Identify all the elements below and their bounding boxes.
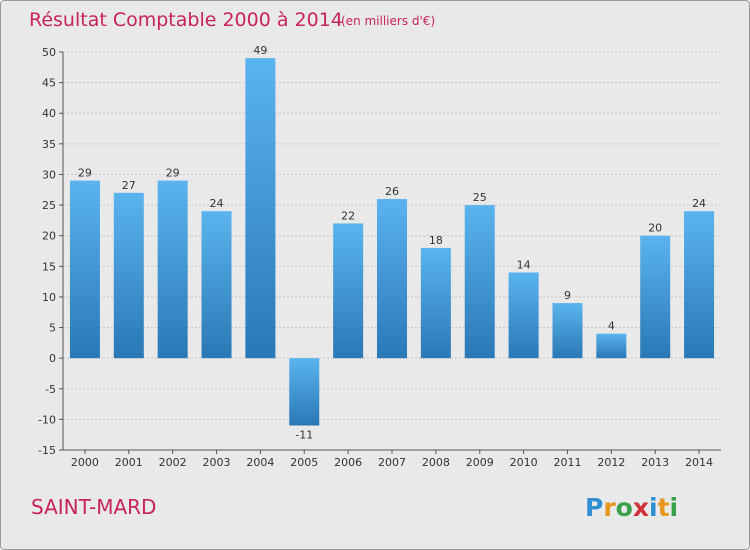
data-label: 9 xyxy=(564,289,571,302)
x-tick-label: 2013 xyxy=(641,456,669,469)
data-label: 24 xyxy=(210,197,224,210)
x-tick-label: 2007 xyxy=(378,456,406,469)
x-tick-label: 2002 xyxy=(159,456,187,469)
x-tick-label: 2010 xyxy=(510,456,538,469)
x-axis: 2000 2001 2002 2003 2004 2005 2006 2007 2008 2009… xyxy=(63,449,721,469)
data-label: 18 xyxy=(429,234,443,247)
chart-title: Résultat Comptable 2000 à 2014 xyxy=(29,9,343,31)
bar-2008 xyxy=(420,247,451,359)
x-tick-label: 2012 xyxy=(597,456,625,469)
x-tick-label: 2004 xyxy=(246,456,274,469)
data-label: 25 xyxy=(473,191,487,204)
y-tick-label: -15 xyxy=(38,444,56,457)
y-tick-label: 30 xyxy=(42,168,56,181)
y-tick-label: 0 xyxy=(49,352,56,365)
bar-2006 xyxy=(333,223,364,359)
y-tick-label: 20 xyxy=(42,230,56,243)
data-labels: 29 27 29 24 49 -11 22 26 18 25 14 9 4 20 24 xyxy=(78,44,706,441)
bar-2014 xyxy=(684,211,715,359)
x-tick-label: 2011 xyxy=(553,456,581,469)
x-tick-label: 2003 xyxy=(203,456,231,469)
x-tick-label: 2000 xyxy=(71,456,99,469)
bar-2000 xyxy=(69,180,100,359)
x-tick-label: 2001 xyxy=(115,456,143,469)
y-tick-label: 45 xyxy=(42,77,56,90)
bar-2010 xyxy=(508,272,539,359)
x-tick-label: 2014 xyxy=(685,456,713,469)
bar-2013 xyxy=(640,235,671,359)
y-tick-label: -10 xyxy=(38,413,56,426)
y-tick-label: 40 xyxy=(42,107,56,120)
y-tick-label: 10 xyxy=(42,291,56,304)
y-tick-label: -5 xyxy=(45,383,56,396)
data-label: 49 xyxy=(253,44,267,57)
data-label: 14 xyxy=(517,258,531,271)
y-tick-label: 50 xyxy=(42,46,56,59)
data-label: 22 xyxy=(341,209,355,222)
y-tick-label: 15 xyxy=(42,260,56,273)
location-label: SAINT-MARD xyxy=(31,495,156,519)
x-tick-label: 2009 xyxy=(466,456,494,469)
data-label: 24 xyxy=(692,197,706,210)
bar-2012 xyxy=(596,333,627,359)
data-label: -11 xyxy=(295,429,313,442)
bar-2005 xyxy=(289,358,320,426)
data-label: 27 xyxy=(122,179,136,192)
bar-2003 xyxy=(201,211,232,359)
bar-2002 xyxy=(157,180,188,359)
data-label: 4 xyxy=(608,320,615,333)
y-tick-label: 5 xyxy=(49,322,56,335)
bar-2001 xyxy=(113,192,144,359)
y-tick-label: 25 xyxy=(42,199,56,212)
bar-2009 xyxy=(464,205,495,359)
bar-2011 xyxy=(552,303,583,359)
chart-subtitle: (en milliers d'€) xyxy=(341,14,435,28)
x-tick-label: 2005 xyxy=(290,456,318,469)
data-label: 20 xyxy=(648,222,662,235)
x-tick-label: 2008 xyxy=(422,456,450,469)
bar-2004 xyxy=(245,58,276,359)
data-label: 29 xyxy=(78,167,92,180)
proxiti-logo: Proxiti xyxy=(585,493,678,522)
x-tick-label: 2006 xyxy=(334,456,362,469)
data-label: 26 xyxy=(385,185,399,198)
bars xyxy=(69,58,715,426)
y-tick-label: 35 xyxy=(42,138,56,151)
bar-2007 xyxy=(377,198,407,359)
data-label: 29 xyxy=(166,167,180,180)
